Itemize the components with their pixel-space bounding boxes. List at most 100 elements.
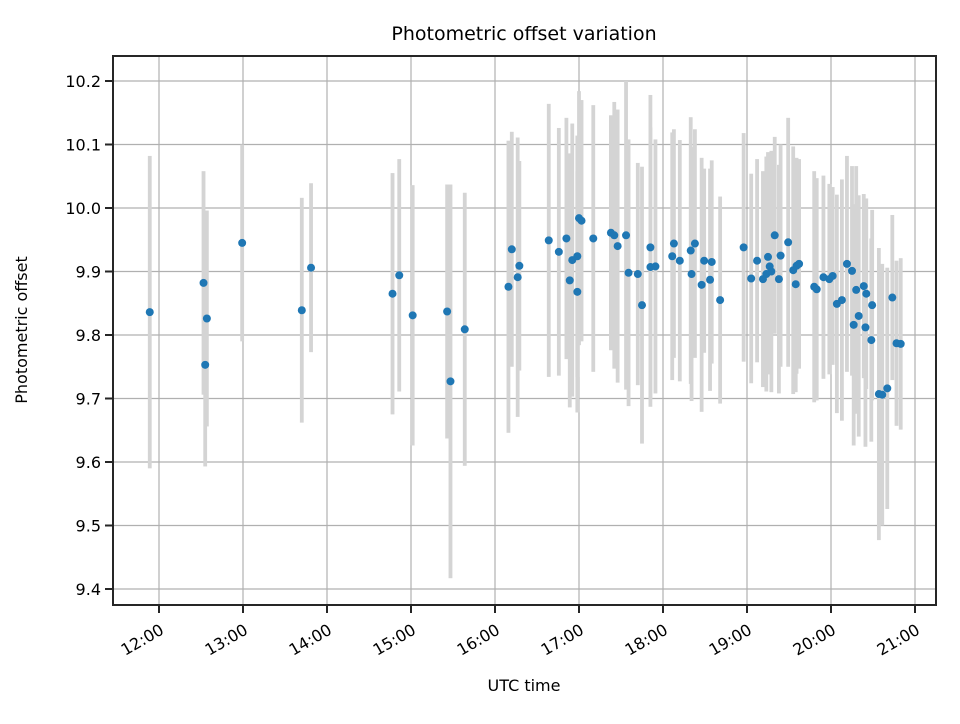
data-point <box>307 263 316 272</box>
y-axis-label: Photometric offset <box>12 256 31 404</box>
data-point <box>776 251 785 260</box>
data-point <box>408 311 417 320</box>
data-point <box>837 296 846 305</box>
data-point <box>707 257 716 266</box>
data-point <box>888 293 897 302</box>
y-tick-label: 9.6 <box>76 453 101 472</box>
data-point <box>395 271 404 280</box>
data-point <box>753 256 762 265</box>
data-point <box>767 267 776 276</box>
plot-border <box>112 55 937 606</box>
data-point <box>562 234 571 243</box>
data-point <box>849 320 858 329</box>
chart-title: Photometric offset variation <box>391 23 656 45</box>
data-point <box>791 280 800 289</box>
point-layer <box>145 214 905 399</box>
x-tick-label: 17:00 <box>538 620 587 660</box>
x-tick-label: 20:00 <box>790 620 839 660</box>
x-tick-label: 15:00 <box>370 620 419 660</box>
x-tick-label: 16:00 <box>454 620 503 660</box>
data-point <box>668 252 677 261</box>
y-tick-label: 9.4 <box>76 580 101 599</box>
errorbar-layer <box>147 81 903 579</box>
y-tick-label: 9.5 <box>76 517 101 536</box>
data-point <box>675 256 684 265</box>
data-point <box>646 243 655 252</box>
data-point <box>697 280 706 289</box>
data-point <box>896 339 905 348</box>
data-point <box>687 270 696 279</box>
data-point <box>554 247 563 256</box>
data-point <box>852 285 861 294</box>
data-point <box>770 231 779 240</box>
data-point <box>764 252 772 261</box>
data-point <box>862 289 871 298</box>
data-point <box>446 377 455 386</box>
x-tick-label: 18:00 <box>622 620 671 660</box>
data-point <box>854 311 863 320</box>
tick-layer <box>105 80 916 613</box>
y-tick-label: 10.1 <box>65 136 101 155</box>
data-point <box>610 231 619 240</box>
data-point <box>861 323 870 332</box>
data-point <box>199 278 208 287</box>
data-point <box>828 271 837 280</box>
data-point <box>739 243 748 252</box>
data-point <box>848 266 856 275</box>
data-point <box>795 259 804 268</box>
data-point <box>669 239 678 248</box>
data-point <box>812 285 821 294</box>
data-point <box>624 268 633 277</box>
data-point <box>700 256 709 265</box>
data-point <box>202 314 211 323</box>
data-point <box>868 301 877 310</box>
data-point <box>690 239 699 248</box>
data-point <box>460 325 469 334</box>
data-point <box>201 360 210 369</box>
data-point <box>613 242 622 251</box>
x-tick-label: 13:00 <box>202 620 251 660</box>
data-point <box>867 336 876 345</box>
y-tick-label: 10.0 <box>65 199 101 218</box>
data-point <box>443 307 452 316</box>
data-point <box>238 238 247 247</box>
x-axis-label: UTC time <box>488 676 561 695</box>
data-point <box>622 231 631 240</box>
x-tick-label: 19:00 <box>706 620 755 660</box>
x-tick-label: 12:00 <box>118 620 167 660</box>
data-point <box>686 246 695 255</box>
data-point <box>706 275 715 284</box>
data-point <box>633 270 642 279</box>
data-point <box>638 301 646 310</box>
y-tick-label: 9.8 <box>76 326 101 345</box>
data-point <box>504 282 513 291</box>
x-tick-label: 14:00 <box>286 620 335 660</box>
y-tick-label: 9.9 <box>76 263 101 282</box>
data-point <box>573 287 582 296</box>
data-point <box>544 236 553 245</box>
data-point <box>507 245 516 254</box>
data-point <box>513 273 522 282</box>
y-tick-label: 9.7 <box>76 390 101 409</box>
data-point <box>388 289 397 298</box>
data-point <box>774 275 783 284</box>
data-point <box>565 276 574 285</box>
data-point <box>842 259 851 268</box>
data-point <box>716 296 725 305</box>
data-point <box>747 274 756 283</box>
data-point <box>651 262 660 271</box>
data-point <box>878 390 887 399</box>
y-tick-label: 10.2 <box>65 72 101 91</box>
data-point <box>145 308 154 317</box>
x-tick-label: 21:00 <box>874 620 923 660</box>
data-point <box>883 384 892 393</box>
data-point <box>577 216 586 225</box>
data-point <box>573 252 582 261</box>
data-point <box>297 306 306 315</box>
data-point <box>784 238 793 247</box>
data-point <box>589 234 598 243</box>
data-point <box>515 261 524 270</box>
data-point <box>859 282 868 291</box>
